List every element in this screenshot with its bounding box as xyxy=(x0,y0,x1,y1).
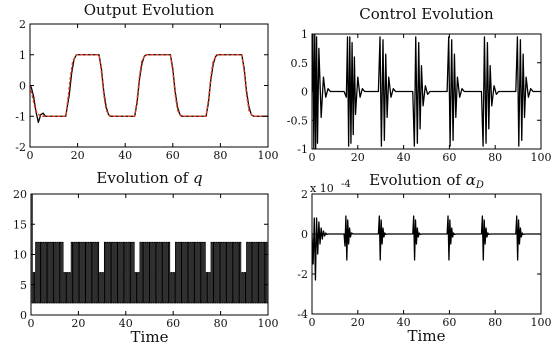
series-line-1 xyxy=(312,34,541,149)
plot-frame xyxy=(29,23,269,148)
y-tick-label: 0.5 xyxy=(291,57,309,70)
x-tick-label: 40 xyxy=(397,151,411,164)
y-tick-label: 2 xyxy=(301,188,308,201)
x-axis-label: Time xyxy=(408,327,446,345)
axis-exponent-label: x 10 xyxy=(310,182,334,195)
x-tick-label: 20 xyxy=(351,151,365,164)
x-tick-label: 60 xyxy=(442,316,456,329)
plot-data xyxy=(312,34,541,149)
chart-title-subscript: D xyxy=(475,180,484,191)
chart-title: Evolution of q xyxy=(96,169,202,187)
y-tick-label: 1 xyxy=(301,28,308,41)
y-tick-label: 2 xyxy=(19,18,26,31)
x-tick-label: 80 xyxy=(488,316,502,329)
chart-title: Evolution of αD xyxy=(369,171,484,191)
y-tick-label: 20 xyxy=(13,188,27,201)
y-tick-label: -2 xyxy=(15,141,26,154)
x-tick-label: 100 xyxy=(531,316,551,329)
chart-alpha: Evolution of αD 0 20 40 60 80 100 -4 -2 0 2 Time x 1… xyxy=(297,171,551,345)
y-tick-label: 5 xyxy=(20,279,27,292)
y-tick-label: -0.5 xyxy=(287,114,308,127)
y-tick-label: -1 xyxy=(297,143,308,156)
x-tick-label: 80 xyxy=(213,149,227,162)
y-tick-label: 0 xyxy=(301,86,308,99)
chart-title-symbol: α xyxy=(466,171,476,189)
x-tick-label: 20 xyxy=(71,317,85,330)
x-tick-label: 60 xyxy=(166,149,180,162)
x-tick-label: 40 xyxy=(397,316,411,329)
x-tick-label: 60 xyxy=(442,151,456,164)
x-tick-label: 80 xyxy=(488,151,502,164)
y-tick-label: 1 xyxy=(19,49,26,62)
chart-control: Control Evolution 0 20 40 60 80 100 -1 -0.5 0 0.5 1 xyxy=(287,5,551,164)
x-tick-label: 0 xyxy=(27,149,34,162)
y-tick-label: 15 xyxy=(13,218,27,231)
series-line-2 xyxy=(30,54,268,117)
x-tick-label: 0 xyxy=(309,316,316,329)
x-tick-label: 80 xyxy=(214,317,228,330)
x-tick-label: 20 xyxy=(351,316,365,329)
plot-data xyxy=(30,54,268,124)
x-tick-label: 0 xyxy=(28,317,35,330)
x-tick-label: 100 xyxy=(531,151,551,164)
series-line-1 xyxy=(31,194,268,304)
plot-data xyxy=(312,215,541,281)
x-tick-label: 40 xyxy=(118,149,132,162)
chart-title-symbol: q xyxy=(193,169,203,187)
chart-output: Output Evolution 0 20 40 60 80 100 -2 -1 0 1 2 xyxy=(15,1,278,162)
x-tick-label: 40 xyxy=(119,317,133,330)
y-tick-label: 0 xyxy=(19,80,26,93)
y-tick-label: 0 xyxy=(20,309,27,322)
y-tick-label: 0 xyxy=(301,228,308,241)
x-tick-label: 100 xyxy=(258,317,279,330)
series-line-1 xyxy=(312,215,541,281)
x-tick-label: 20 xyxy=(71,149,85,162)
y-tick-label: -1 xyxy=(15,110,26,123)
y-tick-label: 10 xyxy=(13,249,27,262)
chart-title: Control Evolution xyxy=(359,5,494,23)
plot-data xyxy=(31,194,268,304)
x-tick-label: 0 xyxy=(309,151,316,164)
chart-title: Output Evolution xyxy=(84,1,215,19)
x-tick-label: 100 xyxy=(258,149,279,162)
y-tick-label: -2 xyxy=(297,268,308,281)
x-tick-label: 60 xyxy=(166,317,180,330)
plot-frame xyxy=(311,193,542,315)
axis-exponent-power: -4 xyxy=(341,179,351,190)
x-axis-label: Time xyxy=(131,328,169,345)
chart-q: Evolution of q 0 20 40 60 80 100 0 5 10 15 20 Time xyxy=(13,169,279,345)
y-tick-label: -4 xyxy=(297,308,308,321)
